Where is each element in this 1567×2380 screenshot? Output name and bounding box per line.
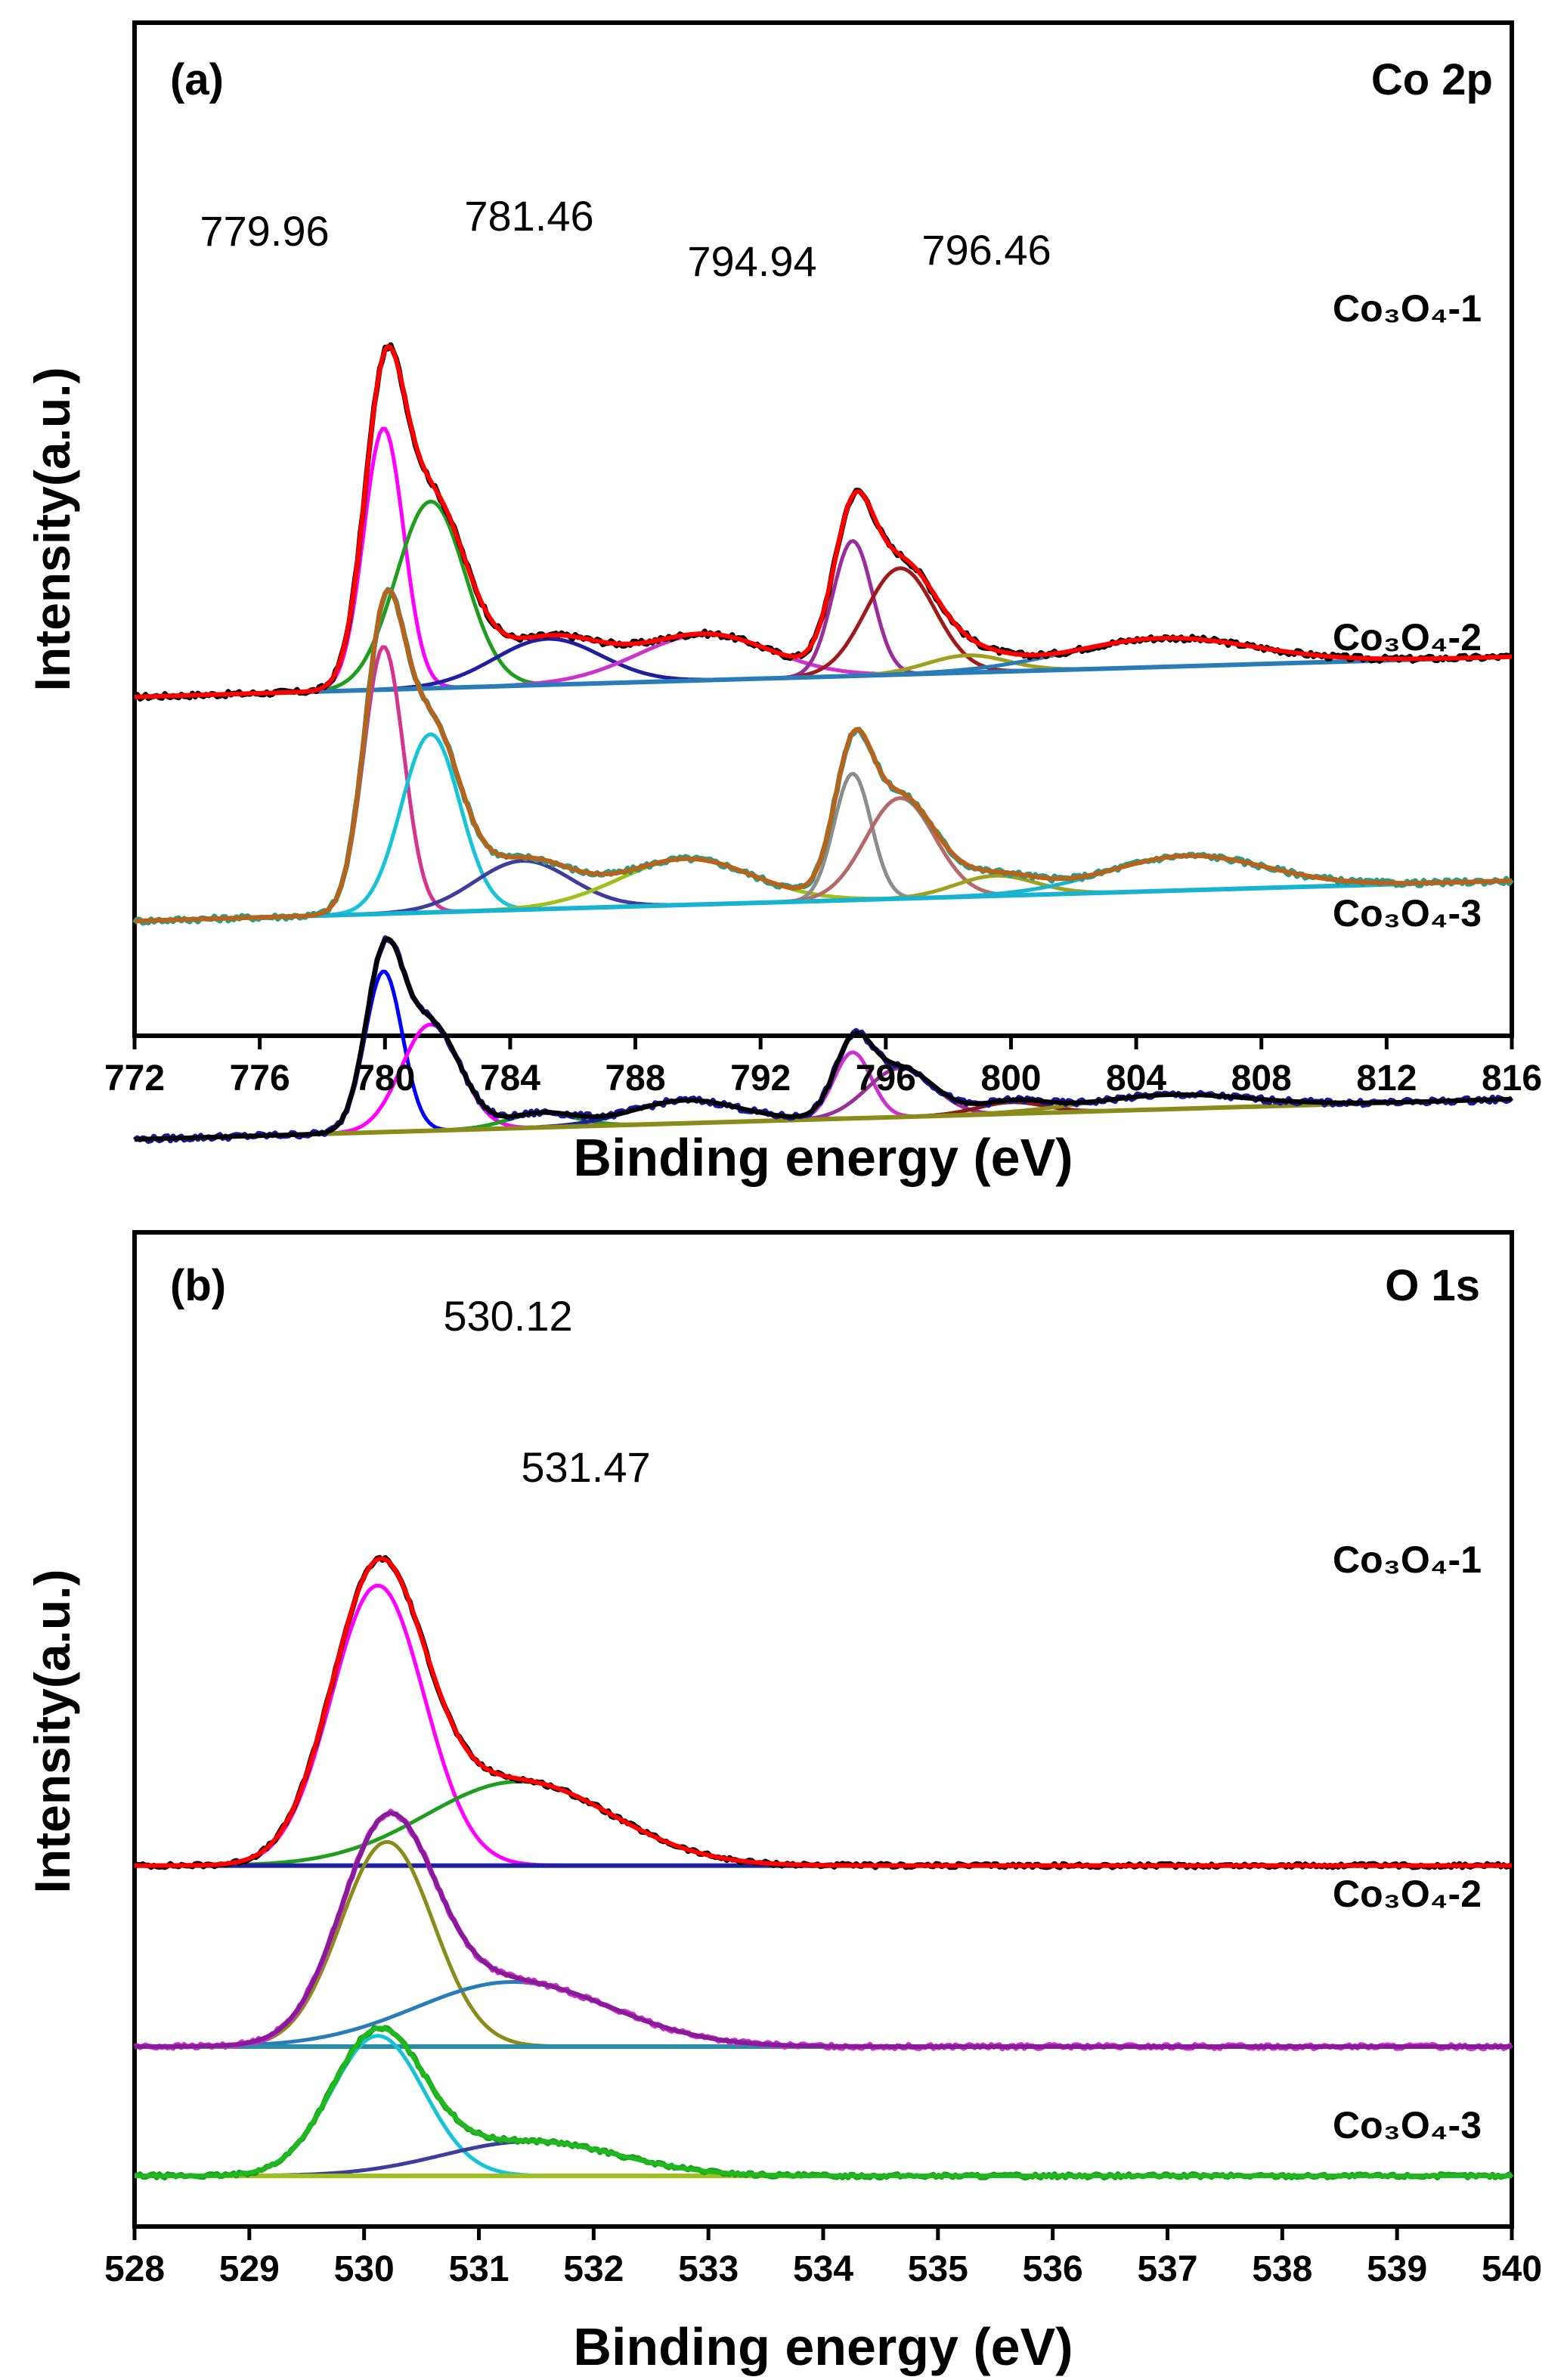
- panel-a-trace-3-envelope: [134, 936, 1513, 1142]
- panel-b-x-tick-label: 539: [1367, 2249, 1427, 2289]
- panel-a-peak-label-4: 796.46: [921, 226, 1051, 274]
- panel-b-sample-label-3: Co₃O₄-3: [1333, 2104, 1482, 2146]
- panel-b-y-axis-title: Intensity(a.u.): [24, 1569, 80, 1893]
- panel-a-x-tick-label: 776: [230, 1058, 290, 1099]
- panel-a-sample-label-3: Co₃O₄-3: [1333, 892, 1482, 934]
- panel-a-x-axis-title: Binding energy (eV): [573, 1128, 1073, 1187]
- panel-a-y-axis-title: Intensity(a.u.): [24, 367, 80, 691]
- panel-b-x-tick-label: 540: [1482, 2249, 1542, 2289]
- panel-b-x-tick-label: 531: [448, 2249, 509, 2289]
- panel-a-x-tick-label: 788: [605, 1058, 665, 1099]
- panel-a-core-level: Co 2p: [1371, 55, 1493, 104]
- panel-b-peak-label-1: 530.12: [443, 1292, 572, 1340]
- panel-a-curves: [132, 342, 1514, 1144]
- panel-b-curves: [132, 1554, 1514, 2181]
- panel-a-peak-label-2: 781.46: [464, 192, 593, 240]
- panel-a-x-tick-label: 812: [1356, 1058, 1417, 1099]
- panel-a-co2p: 772 776 780 784 788 792 796 800 804 808 812 816 (a)…: [24, 20, 1542, 1187]
- panel-a-trace-2-envelope: [134, 587, 1513, 924]
- panel-a-sample-label-1: Co₃O₄-1: [1333, 287, 1482, 330]
- panel-b-x-tick-label: 535: [908, 2249, 968, 2289]
- panel-a-peak-label-3: 794.94: [687, 237, 816, 285]
- panel-a-trace-3-background: [134, 1096, 1513, 1142]
- panel-a-x-tick-label: 816: [1482, 1058, 1542, 1099]
- panel-a-trace-1-background: [134, 654, 1513, 699]
- panel-a-plot-frame: [132, 20, 1514, 1038]
- panel-b-x-ticks: 528 529 530 531 532 533 534 535 536 537 538 539 540: [104, 2227, 1542, 2289]
- panel-b-x-tick-label: 537: [1137, 2249, 1197, 2289]
- panel-a-x-tick-label: 792: [730, 1058, 791, 1099]
- panel-a-x-tick-label: 808: [1231, 1058, 1292, 1099]
- panel-a-x-tick-label: 780: [355, 1058, 415, 1099]
- panel-b-o1s: 528 529 530 531 532 533 534 535 536 537 538 539 540 …: [24, 1230, 1542, 2376]
- panel-b-x-tick-label: 528: [104, 2249, 165, 2289]
- panel-b-x-tick-label: 529: [219, 2249, 280, 2289]
- panel-b-x-axis-title: Binding energy (eV): [573, 2317, 1073, 2376]
- panel-b-x-tick-label: 533: [678, 2249, 739, 2289]
- panel-a-x-tick-label: 804: [1106, 1058, 1166, 1099]
- panel-b-sample-label-1: Co₃O₄-1: [1333, 1539, 1482, 1581]
- panel-b-peak-label-2: 531.47: [521, 1443, 650, 1491]
- panel-a-x-tick-label: 772: [104, 1058, 165, 1099]
- panel-a-trace-2-background: [134, 879, 1513, 924]
- panel-a-x-tick-label: 800: [980, 1058, 1041, 1099]
- panel-b-x-tick-label: 530: [334, 2249, 395, 2289]
- panel-b-x-tick-label: 532: [563, 2249, 624, 2289]
- panel-b-trace-3-envelope: [135, 2025, 1512, 2178]
- panel-b-trace-2-envelope: [134, 1811, 1512, 2049]
- panel-a-sample-label-2: Co₃O₄-2: [1333, 616, 1482, 659]
- panel-b-x-tick-label: 538: [1252, 2249, 1312, 2289]
- panel-a-x-tick-label: 784: [480, 1058, 540, 1099]
- panel-b-trace-1-envelope: [135, 1556, 1512, 1868]
- panel-a-trace-1-envelope: [134, 344, 1513, 699]
- panel-b-x-tick-label: 534: [793, 2249, 853, 2289]
- panel-b-label: (b): [170, 1261, 226, 1310]
- panel-b-x-tick-label: 536: [1023, 2249, 1083, 2289]
- panel-a-x-ticks: 772 776 780 784 788 792 796 800 804 808 812 816: [104, 1036, 1542, 1099]
- panel-a-x-tick-label: 796: [856, 1058, 916, 1099]
- panel-a-peak-label-1: 779.96: [200, 207, 329, 255]
- panel-b-core-level: O 1s: [1385, 1261, 1480, 1310]
- panel-b-sample-label-2: Co₃O₄-2: [1333, 1873, 1482, 1915]
- panel-a-label: (a): [170, 55, 224, 104]
